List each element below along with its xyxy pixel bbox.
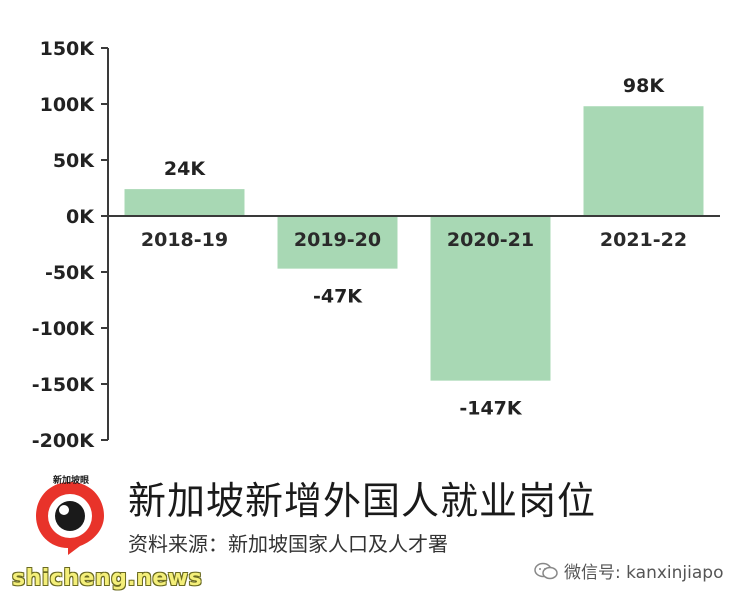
bar-2020-21 xyxy=(430,216,551,381)
y-axis-ticks: 150K 100K 50K 0K -50K -100K -150K -200K xyxy=(32,38,108,452)
category-labels: 2018-19 2019-20 2020-21 2021-22 xyxy=(141,229,687,251)
bar-2018-19 xyxy=(124,189,245,216)
wechat-label: 微信号: kanxinjiapo xyxy=(564,563,724,583)
data-label: -147K xyxy=(459,398,523,420)
category-label: 2018-19 xyxy=(141,229,228,251)
xinjiapo-yan-logo xyxy=(36,482,104,555)
data-label: -47K xyxy=(313,286,363,308)
bars-group xyxy=(124,106,704,381)
data-label: 24K xyxy=(164,158,206,180)
wechat-icon xyxy=(534,562,558,579)
category-label: 2019-20 xyxy=(294,229,381,251)
wechat-id: 微信号: kanxinjiapo xyxy=(534,558,723,583)
y-tick-label: 100K xyxy=(40,94,96,116)
data-labels: 24K -47K -147K 98K xyxy=(164,75,665,419)
bar-2021-22 xyxy=(583,106,704,216)
y-tick-label: 50K xyxy=(53,150,95,172)
y-tick-label: -50K xyxy=(45,262,95,284)
bar-2019-20 xyxy=(277,216,398,269)
chart-source: 资料来源：新加坡国家人口及人才署 xyxy=(128,532,448,556)
y-tick-label: 150K xyxy=(40,38,96,60)
chart-title: 新加坡新增外国人就业岗位 xyxy=(128,479,597,523)
logo-text: 新加坡眼 xyxy=(52,476,89,486)
data-label: 98K xyxy=(623,75,665,97)
category-label: 2021-22 xyxy=(600,229,687,251)
category-label: 2020-21 xyxy=(447,229,534,251)
y-tick-label: -200K xyxy=(32,430,96,452)
y-tick-label: -150K xyxy=(32,374,96,396)
site-watermark: shicheng.news xyxy=(12,566,203,591)
bar-chart: 150K 100K 50K 0K -50K -100K -150K -200K 2018-19… xyxy=(32,38,720,452)
y-tick-label: -100K xyxy=(32,318,96,340)
y-tick-label: 0K xyxy=(66,206,95,228)
